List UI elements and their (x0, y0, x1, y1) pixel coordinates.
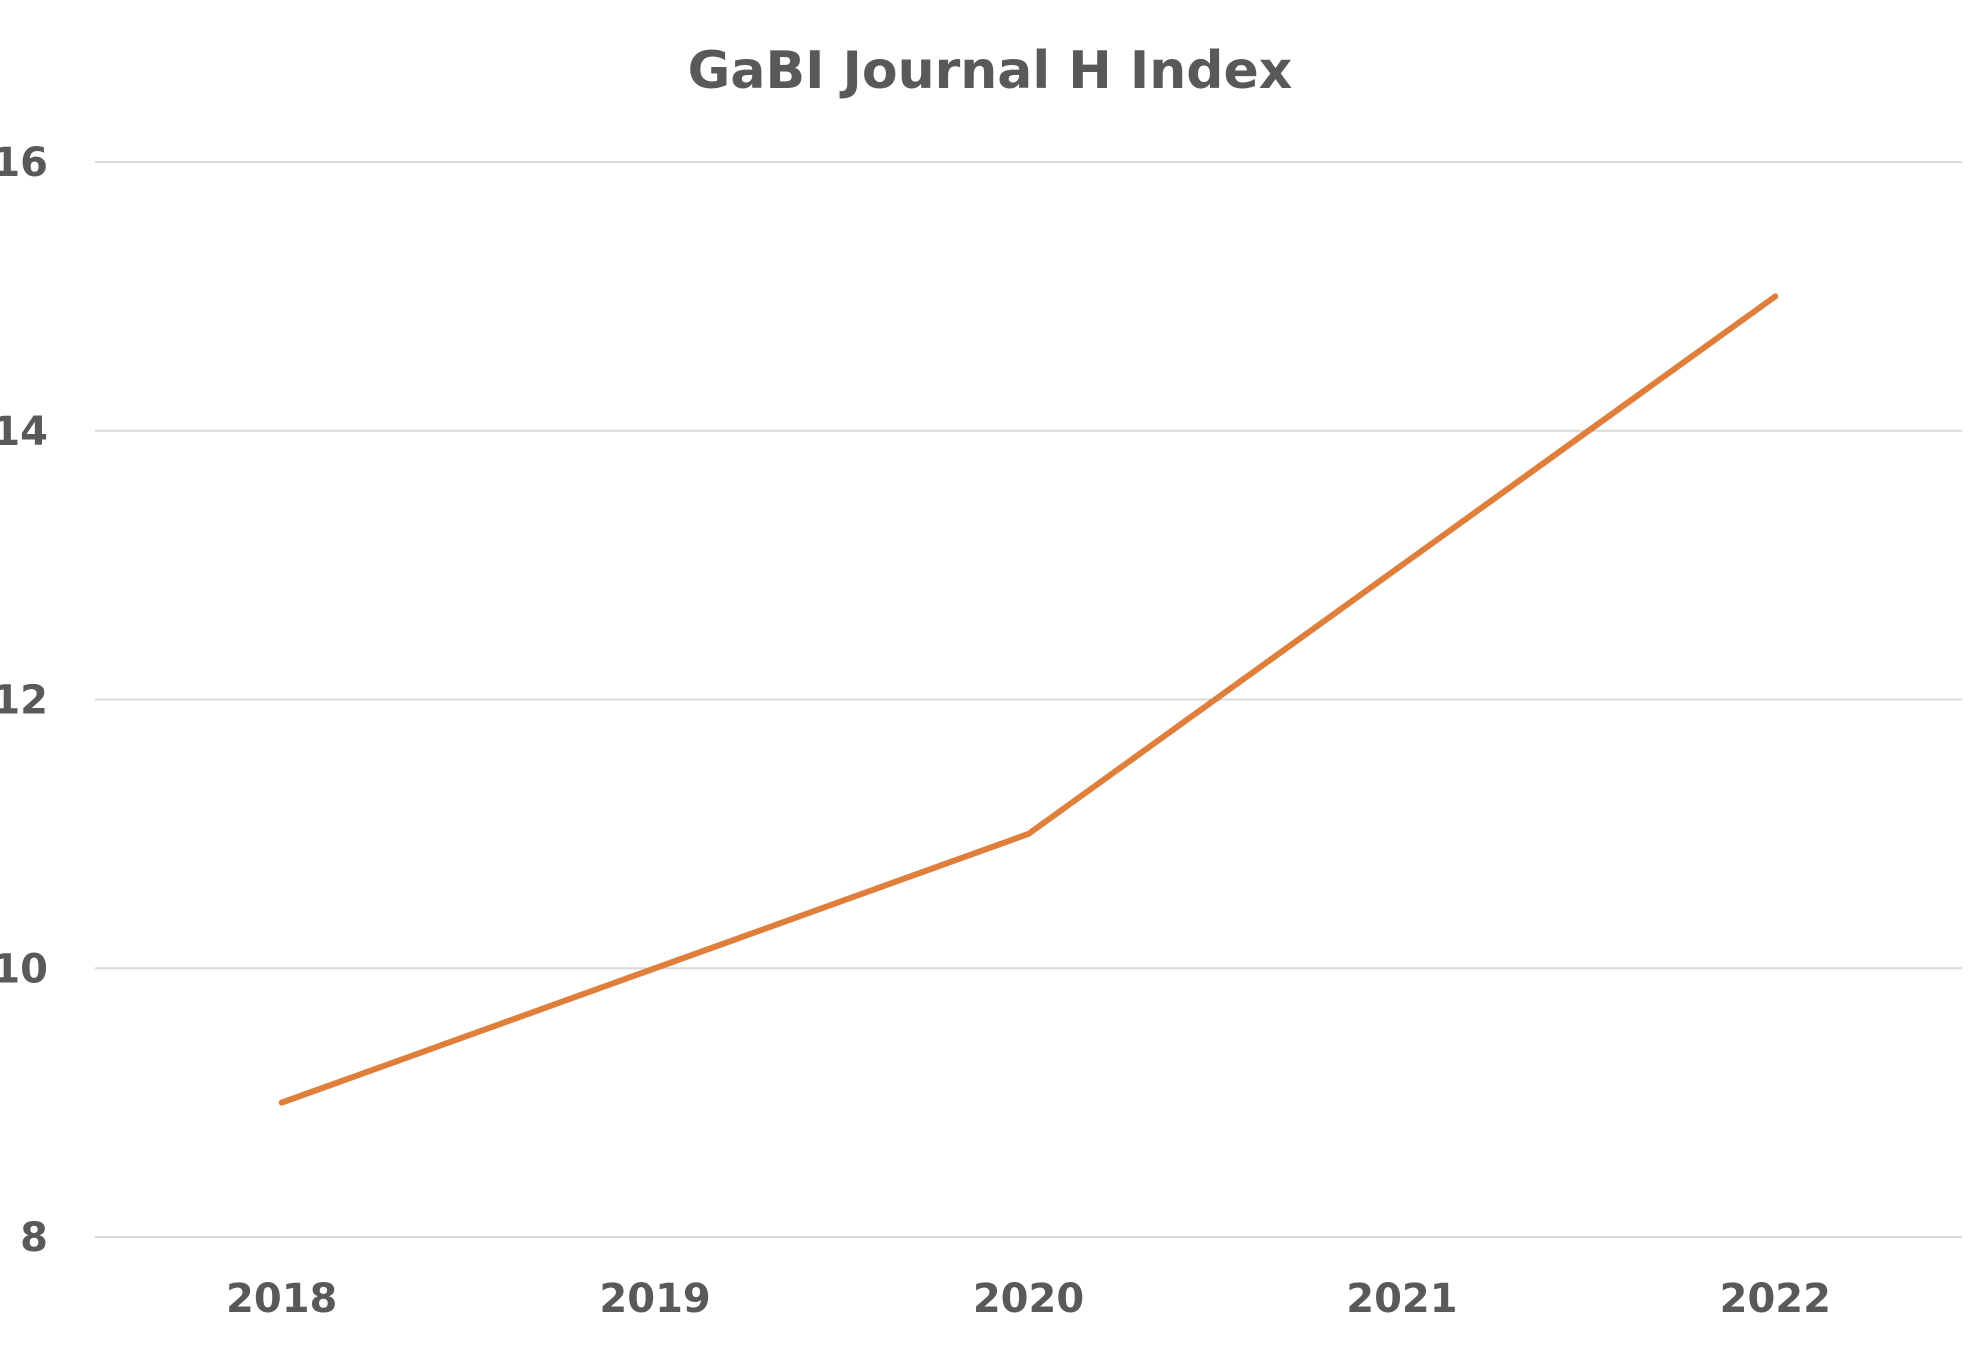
y-tick-label: 10 (0, 946, 48, 992)
x-tick-label: 2021 (1346, 1276, 1457, 1322)
y-tick-label: 12 (0, 678, 48, 724)
gridlines (95, 161, 1962, 1238)
x-axis-ticks: 2018 2019 2020 2021 2022 (226, 1276, 1831, 1322)
y-tick-label: 8 (20, 1215, 48, 1261)
y-tick-label: 16 (0, 140, 48, 186)
x-tick-label: 2019 (599, 1276, 710, 1322)
series-layer (278, 293, 1779, 1106)
chart-title: GaBI Journal H Index (688, 41, 1293, 101)
x-tick-label: 2020 (973, 1276, 1084, 1322)
y-axis-ticks: 8 10 12 14 16 (0, 140, 48, 1261)
x-tick-label: 2022 (1720, 1276, 1831, 1322)
x-tick-label: 2018 (226, 1276, 337, 1322)
y-tick-label: 14 (0, 409, 48, 455)
series-line (278, 293, 1779, 1106)
